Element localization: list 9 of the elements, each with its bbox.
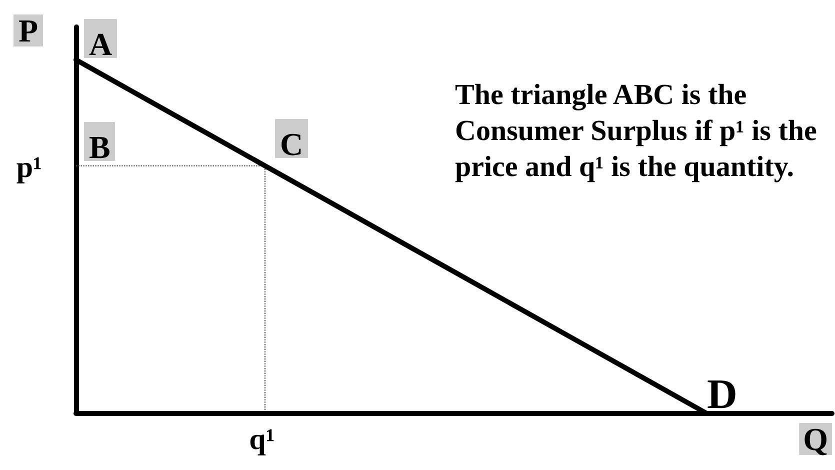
annotation: The triangle ABC is the Consumer Surplus if p¹ is the price and q¹ is the quantity.: [455, 78, 818, 185]
annotation: D: [707, 372, 738, 418]
annotation: A: [88, 25, 114, 62]
annotation: B: [88, 128, 112, 165]
annotation: C: [279, 125, 304, 162]
x-axis-title: Q: [803, 421, 828, 457]
text: p¹: [16, 151, 42, 185]
annotation: q¹: [249, 423, 275, 457]
y-axis-title: P: [18, 12, 38, 48]
